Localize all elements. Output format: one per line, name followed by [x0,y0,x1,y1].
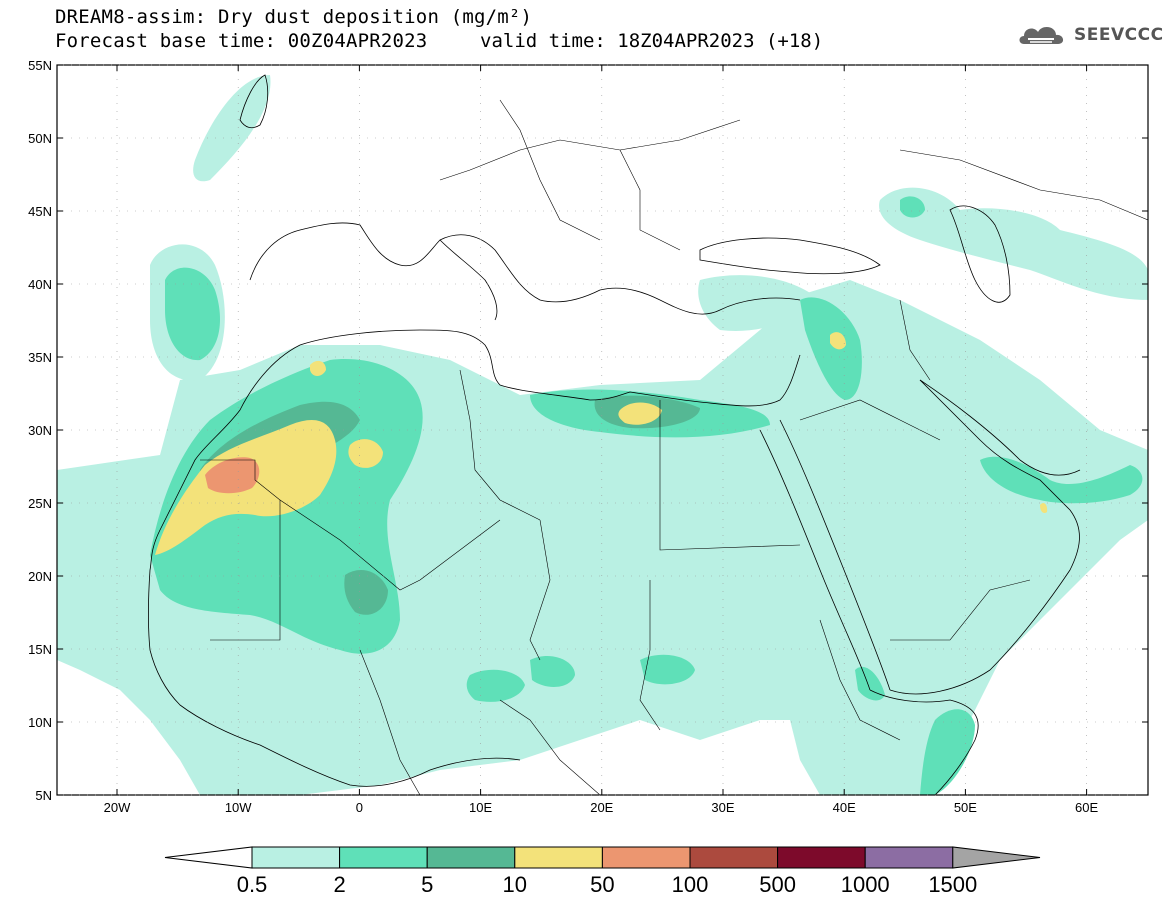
border-saudi-yemen [890,579,1031,641]
colorbar-segment [514,846,603,869]
colorbar-label: 5 [421,872,433,897]
coastline-british-isles [239,74,269,129]
dust-field [57,75,1148,795]
valid-time: valid time: 18Z04APR2023 (+18) [480,30,824,52]
coastline-black-sea [699,237,881,275]
lat-label: 10N [28,715,52,730]
colorbar-label: 500 [759,872,796,897]
coastline-red-sea-east [779,419,891,691]
latitude-axis: 55N 50N 45N 40N 35N 30N 25N 20N 15N 10N 5N [28,58,1148,803]
map-plot [56,64,1149,796]
colorbar-label: 2 [333,872,345,897]
lon-label: 20E [590,800,613,815]
coastline-west-africa [148,344,521,787]
border-niger-chad [529,519,551,661]
border-iran-iraq [899,299,931,381]
lon-label: 10E [469,800,492,815]
dust-area-medium-sudan [640,654,695,685]
lon-label: 10W [225,800,252,815]
forecast-base-time: Forecast base time: 00Z04APR2023 [55,30,428,52]
coastline-red-sea-west [759,429,871,691]
country-borders [200,99,1148,795]
lat-label: 40N [28,277,52,292]
colorbar-segment [426,846,516,869]
dust-area-light-iberia [193,75,271,182]
colorbar-segment [864,846,954,869]
colorbar-label: 50 [590,872,614,897]
dust-area-dark-mali [344,570,388,615]
colorbar: 0.5 2 5 10 50 100 500 1000 1500 [164,846,1041,897]
lat-label: 50N [28,131,52,146]
coastline-arabia [889,379,1080,695]
lat-label: 5N [35,788,52,803]
border-europe-inner-2 [499,99,601,241]
lon-label: 20W [104,800,131,815]
border-russia-kazakhstan [899,149,1148,221]
dust-area-medium-red-sea [855,666,885,701]
colorbar-label: 0.5 [237,872,268,897]
border-nigeria-cameroon [499,699,601,795]
colorbar-segment [339,846,428,869]
colorbar-label: 100 [672,872,709,897]
coastline-europe [249,222,801,315]
border-sahara-mauritania [200,459,281,641]
coastline-mediterranean-south [299,329,801,407]
dust-area-light-turkey [698,275,820,331]
border-sudan-ethiopia [819,619,901,741]
dust-area-yellow-oman [1040,502,1048,514]
dust-area-medium-sahel [466,669,525,702]
colorbar-arrow-left [164,846,253,869]
border-algeria-libya [459,369,541,521]
coastline-caspian [949,205,1011,303]
lon-label: 60E [1075,800,1098,815]
dust-area-medium-gulf [980,456,1143,504]
colorbar-label: 1500 [928,872,977,897]
lat-label: 35N [28,350,52,365]
seevccc-logo: SEEVCCC [1016,22,1164,48]
colorbar-segment [251,846,341,869]
coastline-horn-africa [869,689,979,795]
dust-area-yellow-libya [618,402,662,425]
dust-area-yellow-algeria [348,439,383,468]
dust-area-medium-chad [530,655,575,687]
coastline-persian-gulf [919,379,1081,476]
lat-label: 25N [28,496,52,511]
coastline-italy [439,239,498,321]
colorbar-label: 10 [503,872,527,897]
logo-text: SEEVCCC [1074,25,1164,45]
dust-area-yellow-syria [830,332,846,350]
dust-area-medium-somalia [920,709,975,795]
lon-label: 0 [356,800,363,815]
dust-area-light-caspian [879,187,1148,300]
border-libya-egypt [659,400,801,551]
border-africa-south [359,649,421,795]
lon-label: 30E [711,800,734,815]
longitude-axis: 20W 10W 0 10E 20E 30E 40E 50E 60E [104,65,1098,815]
lon-label: 50E [954,800,977,815]
colorbar-segment [689,846,779,869]
cloud-logo-icon [1019,26,1064,44]
coastlines [148,74,1081,795]
lat-label: 45N [28,204,52,219]
colorbar-segment [601,846,691,869]
dust-area-medium-atlantic-blob [165,267,220,361]
dust-area-orange-west-sahara [205,457,260,494]
border-europe-inner-3 [619,149,681,251]
colorbar-arrow-right [952,846,1041,869]
map-title: DREAM8-assim: Dry dust deposition (mg/m²… [55,6,533,28]
lat-label: 15N [28,642,52,657]
border-mali-algeria [279,499,501,591]
border-chad-sudan [639,580,661,731]
lon-label: 40E [833,800,856,815]
colorbar-segment [777,846,866,869]
colorbar-label: 1000 [841,872,890,897]
lat-label: 55N [28,58,52,73]
border-europe-inner-1 [439,119,741,181]
dust-area-yellow-morocco-north [310,360,326,376]
dust-area-medium-syria [800,297,862,400]
lat-label: 30N [28,423,52,438]
dust-area-medium-caspian [900,196,925,218]
lat-label: 20N [28,569,52,584]
